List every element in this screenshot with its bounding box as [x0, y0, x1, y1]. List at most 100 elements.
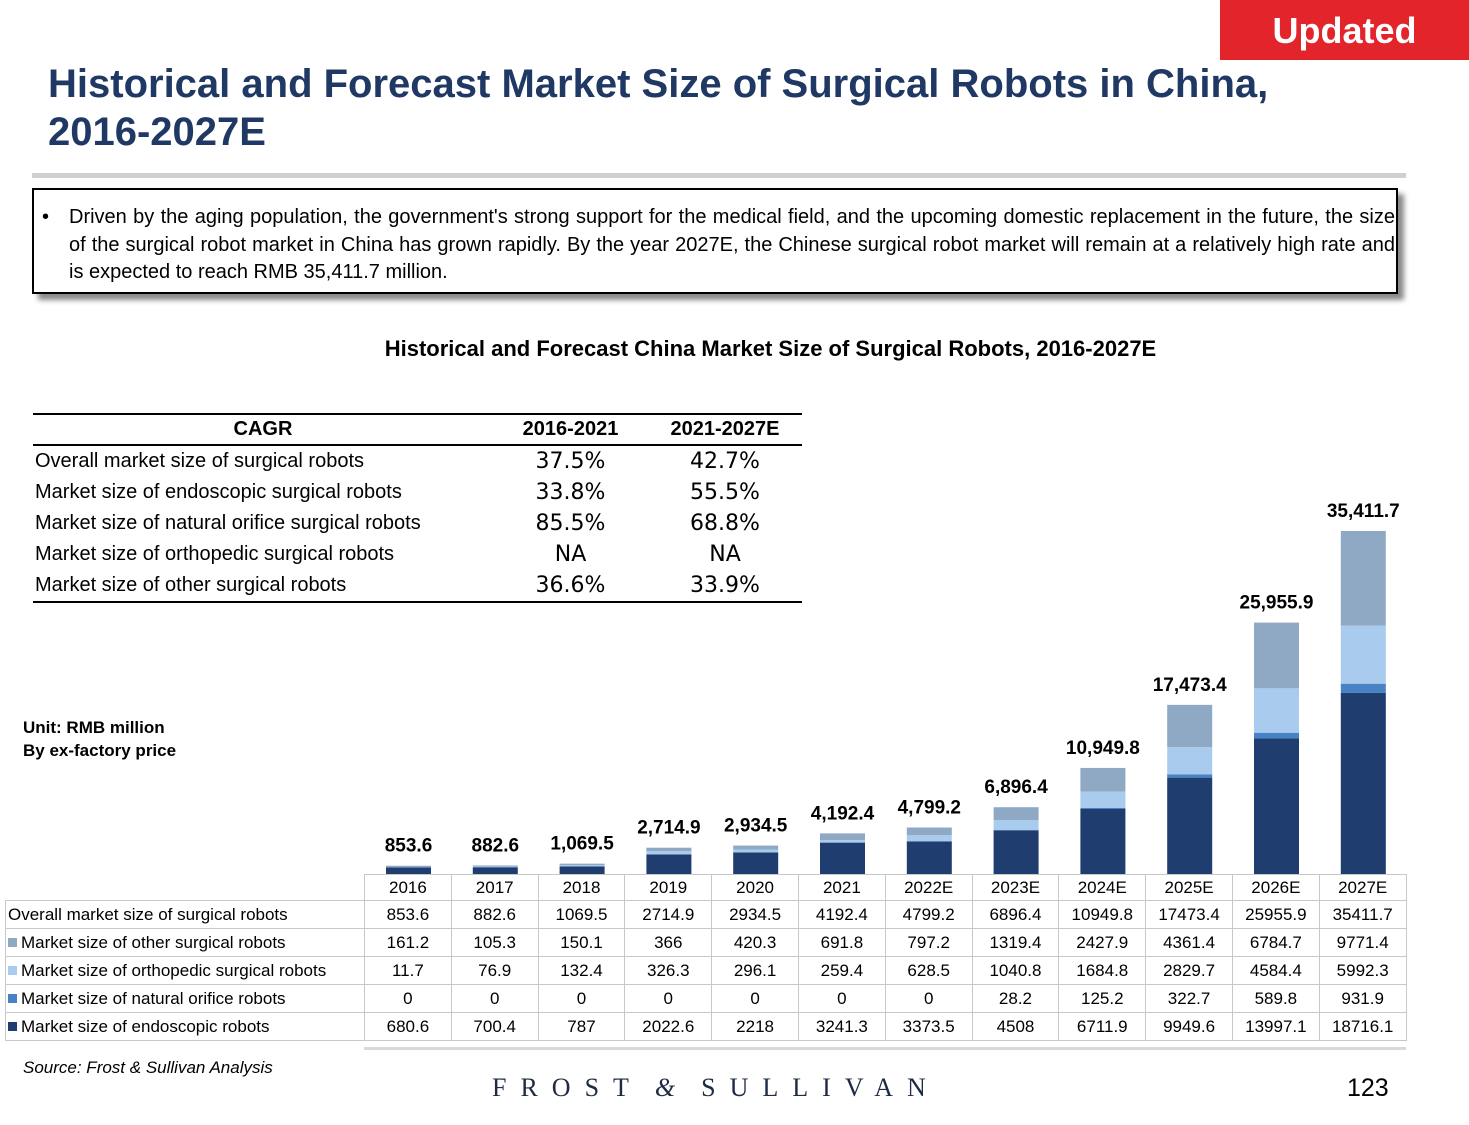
bar-segment-orthopedic	[820, 840, 865, 843]
table-cell: 3241.3	[797, 1012, 886, 1041]
table-cell: 9949.6	[1145, 1012, 1233, 1041]
year-header: 2020	[711, 874, 799, 901]
cagr-row: Overall market size of surgical robots 37…	[33, 445, 802, 477]
legend-swatch-icon	[8, 937, 17, 947]
table-row: Market size of endoscopic robots 680.6 700…	[5, 1012, 1407, 1041]
table-cell: 2427.9	[1058, 928, 1147, 957]
table-cell: 161.2	[364, 928, 452, 957]
table-cell: 0	[624, 984, 713, 1013]
title-divider	[32, 173, 1406, 178]
table-cell: 132.4	[537, 956, 626, 985]
table-cell: 18716.1	[1318, 1012, 1407, 1041]
bar-segment-orthopedic	[993, 819, 1039, 831]
table-cell: 589.8	[1231, 984, 1320, 1013]
year-header: 2018	[537, 874, 626, 901]
year-header: 2027E	[1318, 874, 1407, 901]
table-cell: 882.6	[450, 900, 539, 929]
table-row: Overall market size of surgical robots 85…	[5, 900, 1407, 929]
bar-segment-orthopedic	[1167, 747, 1213, 775]
table-cell: 1684.8	[1058, 956, 1147, 985]
table-cell: 0	[364, 984, 452, 1013]
bar-segment-orthopedic	[559, 865, 605, 867]
legend-swatch-icon	[8, 993, 17, 1003]
bar-segment-other	[646, 847, 692, 852]
cagr-period-1-header: 2016-2021	[493, 414, 648, 446]
cagr-value-2021-2027e: NA	[709, 542, 741, 567]
row-label: Market size of orthopedic surgical robot…	[21, 960, 327, 980]
table-cell: 797.2	[884, 928, 973, 957]
bar-segment-endoscopic	[1340, 692, 1386, 874]
cagr-row-label: Market size of endoscopic surgical robot…	[35, 481, 402, 503]
bar-segment-other	[733, 845, 779, 850]
year-header: 2022E	[884, 874, 973, 901]
bar-segment-endoscopic	[820, 842, 865, 874]
cagr-row: Market size of endoscopic surgical robot…	[33, 477, 802, 508]
bar-segment-other	[472, 865, 518, 867]
table-cell: 628.5	[884, 956, 973, 985]
table-cell: 35411.7	[1318, 900, 1407, 929]
table-cell: 4799.2	[884, 900, 973, 929]
table-cell: 2829.7	[1145, 956, 1233, 985]
table-cell: 296.1	[711, 956, 799, 985]
year-header: 2017	[450, 874, 539, 901]
year-header: 2025E	[1145, 874, 1233, 901]
table-cell: 3373.5	[884, 1012, 973, 1041]
bar-segment-endoscopic	[559, 866, 605, 874]
cagr-row-label: Market size of orthopedic surgical robot…	[35, 543, 395, 565]
table-cell: 150.1	[537, 928, 626, 957]
bar-segment-other	[1167, 704, 1213, 748]
bar-segment-endoscopic	[646, 854, 692, 874]
page-title: Historical and Forecast Market Size of S…	[48, 62, 1269, 154]
summary-text: Driven by the aging population, the gove…	[69, 206, 1395, 283]
table-cell: 4361.4	[1145, 928, 1233, 957]
table-row: Market size of natural orifice robots 0 0 0…	[5, 984, 1407, 1013]
table-cell: 680.6	[364, 1012, 452, 1041]
cagr-header-row: CAGR 2016-2021 2021-2027E	[33, 414, 802, 446]
total-data-label: 2,934.5	[724, 816, 788, 837]
row-label-cell: Market size of orthopedic surgical robot…	[5, 956, 365, 985]
bar-segment-orthopedic	[1340, 625, 1386, 684]
cagr-value-2021-2027e: 55.5%	[690, 480, 760, 505]
chart-title: Historical and Forecast China Market Siz…	[384, 336, 1157, 361]
table-cell: 5992.3	[1318, 956, 1407, 985]
table-cell: 326.3	[624, 956, 713, 985]
unit-line: Unit: RMB million	[23, 718, 165, 737]
table-cell: 1040.8	[971, 956, 1060, 985]
row-label-cell: Market size of natural orifice robots	[5, 984, 365, 1013]
total-data-label: 25,955.9	[1240, 593, 1314, 614]
legend-swatch-icon	[8, 965, 17, 975]
bar-segment-endoscopic	[1254, 738, 1299, 874]
page-number: 123	[1347, 1074, 1389, 1102]
table-cell: 420.3	[711, 928, 799, 957]
table-cell: 9771.4	[1318, 928, 1407, 957]
table-row: Market size of orthopedic surgical robot…	[5, 956, 1407, 985]
bar-segment-orthopedic	[472, 866, 518, 868]
table-cell: 0	[797, 984, 886, 1013]
logo-ampersand: &	[654, 1073, 676, 1102]
data-table: 2016 2017 2018 2019 2020 2021 2022E 2023E 2024E 2…	[5, 874, 1407, 1041]
stacked-bar-chart: 853.6 882.6 1,069.5 2,714.9 2,934.5 4,192.4 4,…	[385, 501, 1400, 874]
table-cell: 700.4	[450, 1012, 539, 1041]
year-header-row: 2016 2017 2018 2019 2020 2021 2022E 2023E 2024E 2…	[5, 874, 1407, 901]
cagr-value-2021-2027e: 42.7%	[690, 449, 760, 474]
bar-segment-endoscopic	[1080, 808, 1126, 874]
table-cell: 6711.9	[1058, 1012, 1147, 1041]
table-cell: 4192.4	[797, 900, 886, 929]
cagr-table: CAGR 2016-2021 2021-2027E Overall market…	[33, 413, 802, 603]
logo-right-word: SULLIVAN	[701, 1073, 940, 1102]
table-cell: 105.3	[450, 928, 539, 957]
table-cell: 0	[884, 984, 973, 1013]
bar-segment-other	[1340, 531, 1386, 626]
bar-segment-orthopedic	[1254, 688, 1299, 733]
bar-segment-natural-orifice	[1254, 732, 1299, 739]
bar-segment-natural-orifice	[1340, 683, 1386, 693]
table-cell: 366	[624, 928, 713, 957]
bar-segment-other	[1254, 622, 1299, 689]
bar-segment-other	[993, 807, 1039, 820]
cagr-value-2016-2021: NA	[554, 542, 587, 567]
table-cell: 17473.4	[1145, 900, 1233, 929]
cagr-value-2016-2021: 37.5%	[535, 449, 606, 474]
logo-left-word: FROST	[492, 1073, 643, 1102]
frost-sullivan-logo: FROST & SULLIVAN	[492, 1073, 940, 1103]
total-data-label: 2,714.9	[637, 818, 700, 839]
